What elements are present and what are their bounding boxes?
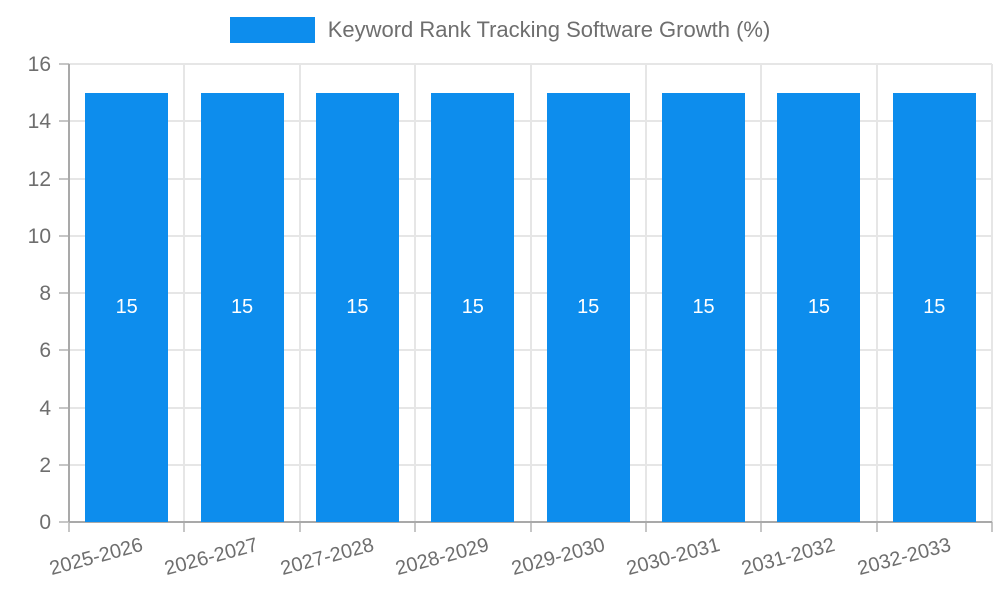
y-axis-tick-label: 2: [39, 453, 51, 477]
bar: 15: [777, 92, 861, 522]
x-axis-tick: [529, 522, 532, 532]
y-axis-line: [68, 64, 70, 522]
x-axis-category-label: 2027-2028: [278, 534, 377, 581]
bar: 15: [200, 92, 284, 522]
x-gridline: [298, 64, 301, 522]
y-axis-tick: [59, 349, 69, 352]
bar: 15: [662, 92, 746, 522]
legend-label[interactable]: Keyword Rank Tracking Software Growth (%…: [327, 17, 771, 42]
x-axis-tick: [875, 522, 878, 532]
y-axis-tick-label: 16: [27, 53, 51, 76]
y-axis-tick-label: 12: [27, 167, 51, 191]
bar: 15: [315, 92, 399, 522]
x-axis-category-label: 2028-2029: [393, 534, 492, 581]
x-gridline: [644, 64, 647, 522]
x-axis-tick: [644, 522, 647, 532]
y-axis-tick: [59, 63, 69, 65]
y-axis-tick: [59, 463, 69, 466]
y-axis-tick-label: 8: [39, 282, 51, 305]
bar-value-label: 15: [115, 295, 138, 318]
bar: 15: [85, 92, 169, 522]
bar-value-label: 15: [461, 295, 484, 318]
x-axis-tick: [414, 522, 417, 532]
x-gridline: [183, 64, 186, 522]
x-axis-category-label: 2032-2033: [854, 534, 954, 581]
y-axis-tick-label: 6: [39, 339, 51, 363]
y-axis-tick: [59, 406, 69, 409]
y-axis-tick: [59, 120, 69, 123]
x-axis-line: [69, 521, 992, 523]
y-axis-tick-label: 10: [27, 224, 51, 248]
chart-legend[interactable]: Keyword Rank Tracking Software Growth (%…: [0, 17, 1000, 43]
x-axis-tick: [760, 522, 763, 532]
x-axis-category-label: 2026-2027: [162, 534, 261, 581]
x-axis-category-label: 2031-2032: [739, 534, 838, 581]
y-axis-tick: [59, 177, 69, 180]
bar-value-label: 15: [692, 295, 715, 318]
y-axis-tick-label: 14: [27, 110, 51, 134]
x-gridline: [875, 64, 878, 522]
bar-value-label: 15: [230, 295, 254, 318]
bar: 15: [546, 92, 630, 522]
x-gridline: [991, 64, 993, 522]
bar-value-label: 15: [807, 295, 831, 318]
x-axis-tick: [183, 522, 186, 532]
x-axis-tick: [68, 522, 70, 532]
x-gridline: [760, 64, 763, 522]
x-gridline: [529, 64, 532, 522]
y-axis-tick: [59, 521, 69, 523]
bar-value-label: 15: [346, 295, 369, 318]
y-axis-tick: [59, 292, 69, 294]
y-axis-tick-label: 4: [39, 396, 51, 420]
x-axis-category-label: 2029-2030: [508, 534, 607, 581]
y-axis-tick-label: 0: [39, 511, 51, 534]
x-axis-category-label: 2030-2031: [624, 534, 723, 581]
bar: 15: [892, 92, 976, 522]
x-axis-category-label: 2025-2026: [47, 534, 146, 581]
bar-value-label: 15: [923, 295, 946, 318]
x-axis-tick: [298, 522, 301, 532]
x-axis-tick: [991, 522, 993, 532]
y-axis-tick: [59, 234, 69, 237]
bar: 15: [431, 92, 515, 522]
bar-value-label: 15: [577, 295, 600, 318]
legend-swatch[interactable]: [229, 17, 315, 43]
x-gridline: [414, 64, 417, 522]
